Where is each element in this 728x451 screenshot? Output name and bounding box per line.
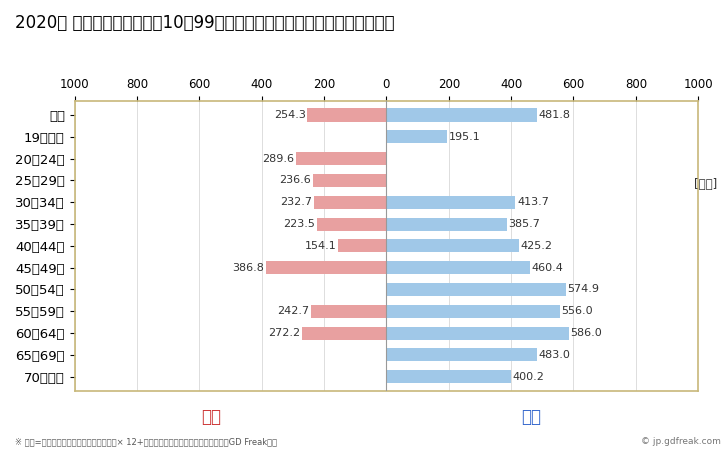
Bar [387, 239, 519, 253]
Text: 425.2: 425.2 [521, 241, 553, 251]
Text: 386.8: 386.8 [232, 262, 264, 273]
Text: 289.6: 289.6 [263, 154, 295, 164]
Text: 232.7: 232.7 [280, 197, 312, 207]
Bar [387, 348, 537, 361]
Text: 男性: 男性 [521, 408, 542, 426]
Text: © jp.gdfreak.com: © jp.gdfreak.com [641, 437, 721, 446]
Text: [万円]: [万円] [694, 178, 717, 191]
Text: 385.7: 385.7 [508, 219, 540, 229]
Bar [387, 305, 560, 318]
Text: ※ 年収=」きまって支給する現金給与額「× 12+」年間賞与その他特別給与額「としてGD Freak推計: ※ 年収=」きまって支給する現金給与額「× 12+」年間賞与その他特別給与額「と… [15, 437, 277, 446]
Text: 556.0: 556.0 [561, 306, 593, 316]
Bar [387, 196, 515, 209]
Bar [387, 130, 447, 143]
Bar [311, 305, 387, 318]
Bar [387, 217, 507, 230]
Bar [307, 109, 387, 122]
Text: 195.1: 195.1 [448, 132, 480, 142]
Text: 242.7: 242.7 [277, 306, 309, 316]
Bar [387, 283, 566, 296]
Text: 154.1: 154.1 [305, 241, 337, 251]
Text: 460.4: 460.4 [531, 262, 563, 273]
Bar [387, 327, 569, 340]
Bar [339, 239, 387, 253]
Bar [317, 217, 387, 230]
Text: 2020年 民間企業（従業者数10～99人）フルタイム労働者の男女別平均年収: 2020年 民間企業（従業者数10～99人）フルタイム労働者の男女別平均年収 [15, 14, 394, 32]
Bar [266, 261, 387, 274]
Bar [301, 327, 387, 340]
Text: 586.0: 586.0 [571, 328, 602, 338]
Text: 574.9: 574.9 [567, 285, 599, 295]
Text: 254.3: 254.3 [274, 110, 306, 120]
Bar [312, 174, 387, 187]
Text: 483.0: 483.0 [539, 350, 571, 360]
Text: 400.2: 400.2 [513, 372, 545, 382]
Bar [387, 370, 511, 383]
Bar [296, 152, 387, 165]
Text: 481.8: 481.8 [538, 110, 570, 120]
Text: 413.7: 413.7 [517, 197, 549, 207]
Text: 223.5: 223.5 [283, 219, 315, 229]
Text: 女性: 女性 [201, 408, 221, 426]
Text: 236.6: 236.6 [280, 175, 311, 185]
Bar [387, 261, 530, 274]
Bar [314, 196, 387, 209]
Bar [387, 109, 537, 122]
Text: 272.2: 272.2 [268, 328, 300, 338]
